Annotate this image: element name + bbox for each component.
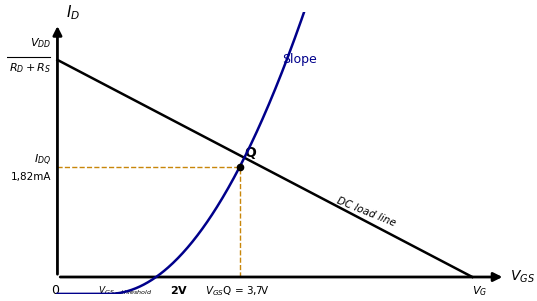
- Text: $V_{GS-threshold}$: $V_{GS-threshold}$: [98, 284, 153, 296]
- Text: $V_{DD}$: $V_{DD}$: [30, 36, 52, 50]
- Text: $I_{DQ}$: $I_{DQ}$: [34, 152, 52, 168]
- Text: $R_D+R_S$: $R_D+R_S$: [9, 61, 52, 75]
- Text: Slope: Slope: [282, 53, 317, 67]
- Text: $V_G$: $V_G$: [473, 284, 488, 298]
- Text: $V_{GS}$: $V_{GS}$: [510, 269, 535, 285]
- Text: $V_{GS}$Q = 3,7V: $V_{GS}$Q = 3,7V: [205, 284, 270, 298]
- Text: 1,82mA: 1,82mA: [11, 172, 52, 182]
- Text: $I_D$: $I_D$: [66, 3, 79, 22]
- Text: DC load line: DC load line: [336, 196, 397, 228]
- Text: Q: Q: [245, 146, 257, 160]
- Text: 0: 0: [51, 284, 59, 297]
- Text: $\mathbf{2V}$: $\mathbf{2V}$: [170, 284, 188, 296]
